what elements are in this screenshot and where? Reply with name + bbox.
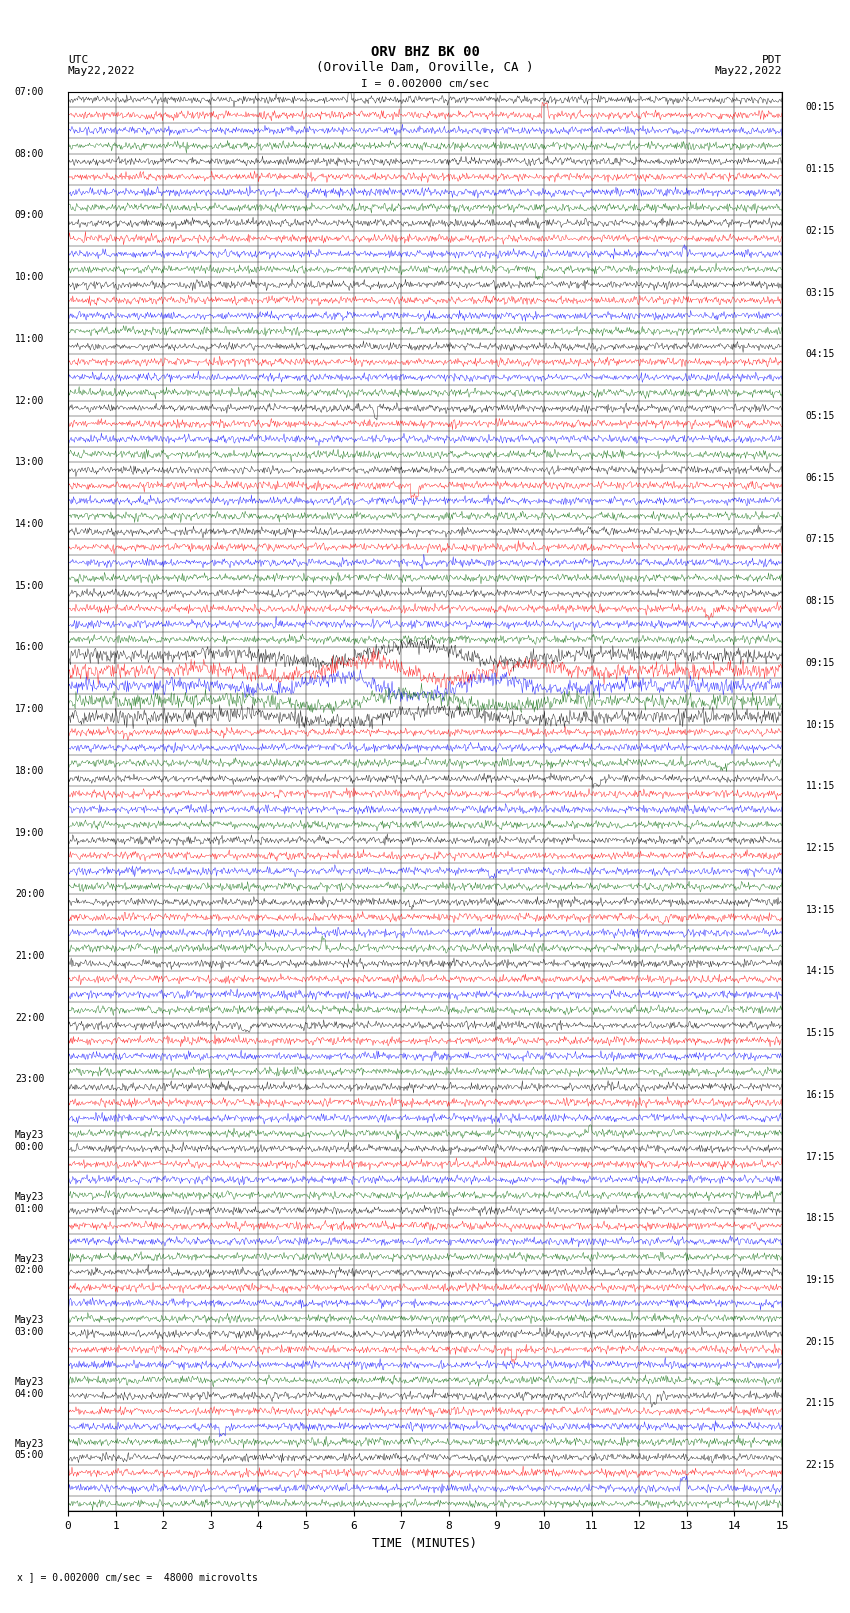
- Text: 09:00: 09:00: [14, 210, 44, 221]
- Text: 09:15: 09:15: [806, 658, 836, 668]
- Text: 13:15: 13:15: [806, 905, 836, 915]
- Text: x ] = 0.002000 cm/sec =  48000 microvolts: x ] = 0.002000 cm/sec = 48000 microvolts: [17, 1573, 258, 1582]
- Text: 07:15: 07:15: [806, 534, 836, 544]
- Text: 03:15: 03:15: [806, 287, 836, 297]
- Text: 12:15: 12:15: [806, 844, 836, 853]
- Text: 23:00: 23:00: [14, 1074, 44, 1084]
- Text: 20:15: 20:15: [806, 1337, 836, 1347]
- Text: May23
01:00: May23 01:00: [14, 1192, 44, 1213]
- Text: May23
02:00: May23 02:00: [14, 1253, 44, 1276]
- Text: 10:00: 10:00: [14, 273, 44, 282]
- Text: May22,2022: May22,2022: [715, 66, 782, 76]
- Text: 16:00: 16:00: [14, 642, 44, 652]
- Text: I = 0.002000 cm/sec: I = 0.002000 cm/sec: [361, 79, 489, 89]
- Text: 18:15: 18:15: [806, 1213, 836, 1223]
- Text: 16:15: 16:15: [806, 1090, 836, 1100]
- Text: PDT: PDT: [762, 55, 782, 65]
- Text: 14:15: 14:15: [806, 966, 836, 976]
- Text: 15:15: 15:15: [806, 1027, 836, 1039]
- Text: 11:15: 11:15: [806, 781, 836, 792]
- Text: 11:00: 11:00: [14, 334, 44, 344]
- Text: 21:00: 21:00: [14, 952, 44, 961]
- Text: (Oroville Dam, Oroville, CA ): (Oroville Dam, Oroville, CA ): [316, 61, 534, 74]
- Text: 06:15: 06:15: [806, 473, 836, 482]
- Text: 21:15: 21:15: [806, 1398, 836, 1408]
- Text: May22,2022: May22,2022: [68, 66, 135, 76]
- Text: 12:00: 12:00: [14, 395, 44, 405]
- X-axis label: TIME (MINUTES): TIME (MINUTES): [372, 1537, 478, 1550]
- Text: 07:00: 07:00: [14, 87, 44, 97]
- Text: 19:15: 19:15: [806, 1274, 836, 1286]
- Text: 04:15: 04:15: [806, 350, 836, 360]
- Text: 05:15: 05:15: [806, 411, 836, 421]
- Text: 20:00: 20:00: [14, 889, 44, 898]
- Text: 17:15: 17:15: [806, 1152, 836, 1161]
- Text: 18:00: 18:00: [14, 766, 44, 776]
- Text: 01:15: 01:15: [806, 165, 836, 174]
- Text: May23
00:00: May23 00:00: [14, 1131, 44, 1152]
- Text: May23
05:00: May23 05:00: [14, 1439, 44, 1460]
- Text: 17:00: 17:00: [14, 705, 44, 715]
- Text: 22:15: 22:15: [806, 1460, 836, 1469]
- Text: May23
03:00: May23 03:00: [14, 1316, 44, 1337]
- Text: 22:00: 22:00: [14, 1013, 44, 1023]
- Text: 13:00: 13:00: [14, 456, 44, 468]
- Text: 19:00: 19:00: [14, 827, 44, 837]
- Text: 02:15: 02:15: [806, 226, 836, 235]
- Text: 00:15: 00:15: [806, 102, 836, 113]
- Text: 15:00: 15:00: [14, 581, 44, 590]
- Text: 14:00: 14:00: [14, 519, 44, 529]
- Text: 08:00: 08:00: [14, 148, 44, 158]
- Text: 10:15: 10:15: [806, 719, 836, 729]
- Text: 08:15: 08:15: [806, 597, 836, 606]
- Text: UTC: UTC: [68, 55, 88, 65]
- Text: May23
04:00: May23 04:00: [14, 1378, 44, 1398]
- Text: ORV BHZ BK 00: ORV BHZ BK 00: [371, 45, 479, 58]
